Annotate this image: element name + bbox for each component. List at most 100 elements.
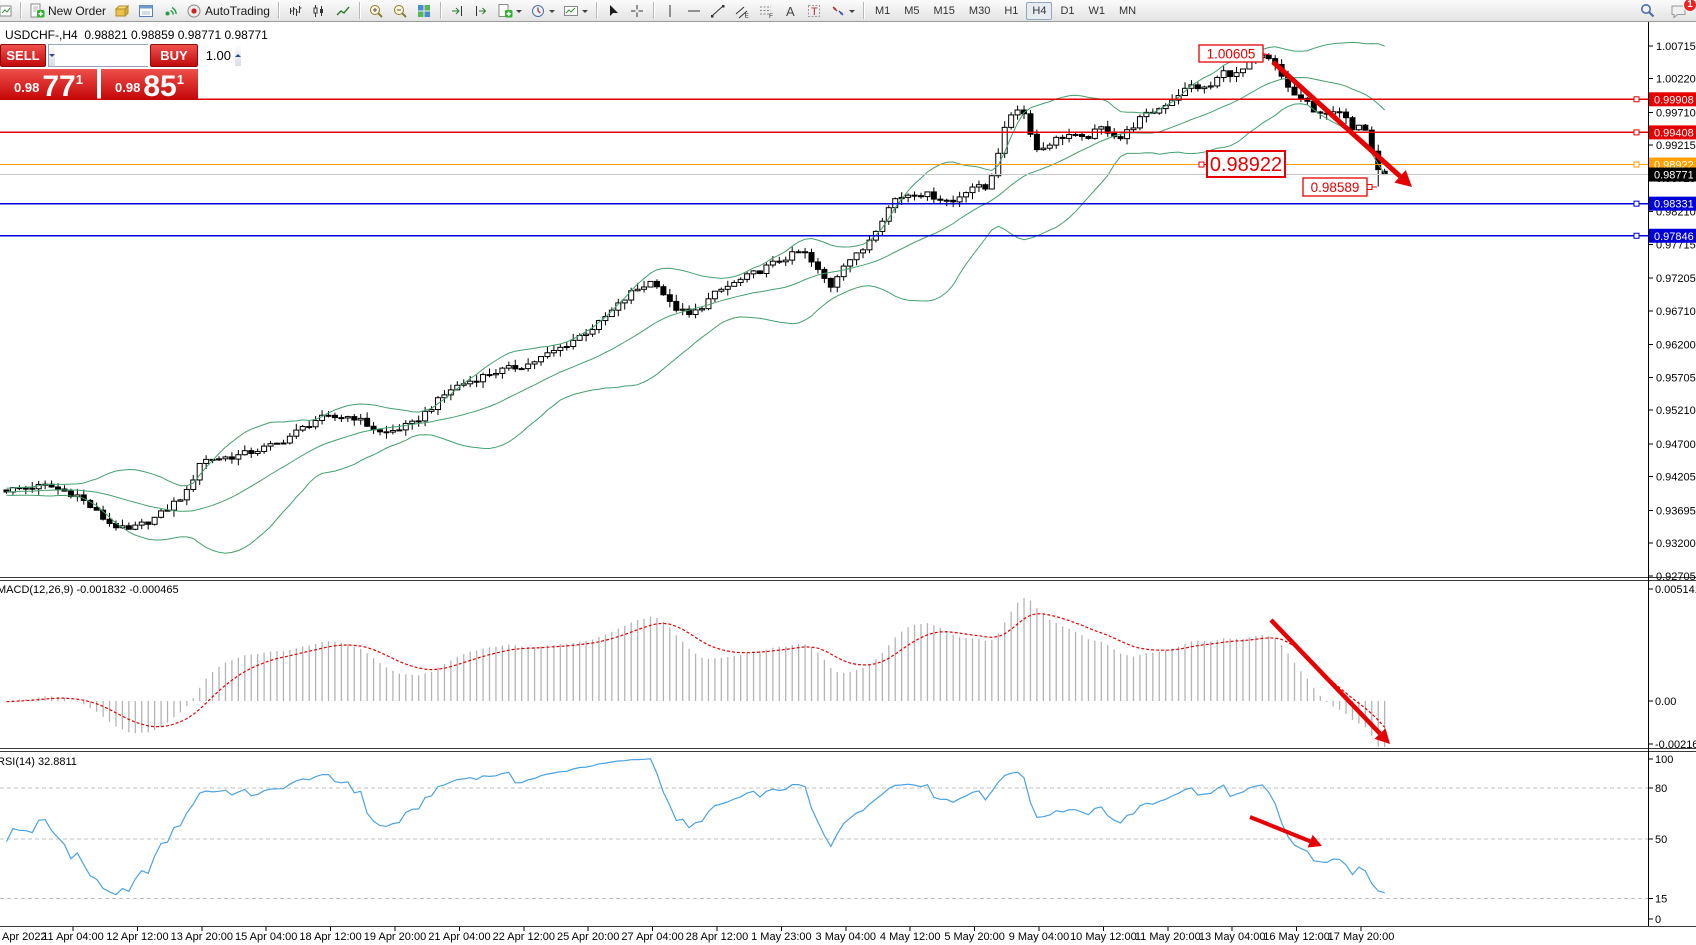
rsi-indicator-label: RSI(14) 32.8811 bbox=[0, 756, 77, 768]
volume-stepper bbox=[48, 44, 241, 67]
svg-text:9 May 04:00: 9 May 04:00 bbox=[1009, 931, 1070, 943]
price-callout-0.98589[interactable]: 0.98589 bbox=[1302, 177, 1377, 197]
price-callout-0.98922[interactable]: 0.98922 bbox=[1198, 150, 1286, 178]
bollinger-bands bbox=[6, 41, 1386, 554]
buy-price-tile[interactable]: 0.98 85 1 bbox=[101, 69, 198, 102]
timeframe-h4-button[interactable]: H4 bbox=[1026, 1, 1053, 20]
hline-0.99908[interactable] bbox=[0, 96, 1648, 103]
crosshair-button[interactable] bbox=[625, 1, 649, 21]
dropdown-caret-icon bbox=[581, 9, 588, 16]
line-chart-button[interactable] bbox=[331, 1, 355, 21]
timeframe-m15-button[interactable]: M15 bbox=[933, 4, 955, 17]
toolbar-separator bbox=[277, 2, 279, 19]
svg-text:11 May 20:00: 11 May 20:00 bbox=[1135, 931, 1201, 943]
volume-decrease-button[interactable] bbox=[49, 45, 55, 66]
sell-button[interactable]: SELL bbox=[0, 44, 46, 67]
price-axis[interactable]: 1.007151.002200.997100.992150.987200.982… bbox=[1648, 41, 1696, 583]
svg-text:0.00: 0.00 bbox=[1655, 696, 1676, 708]
svg-text:13 Apr 20:00: 13 Apr 20:00 bbox=[171, 931, 233, 943]
auto-scroll-button[interactable] bbox=[469, 1, 493, 21]
autotrading-button[interactable]: AutoTrading bbox=[182, 1, 274, 21]
tile-windows-button[interactable] bbox=[412, 1, 436, 21]
sell-price-tile[interactable]: 0.98 77 1 bbox=[0, 69, 97, 103]
vertical-line-button[interactable] bbox=[658, 1, 682, 21]
clipped-edge-icon bbox=[0, 1, 16, 21]
price-callout-1.00605[interactable]: 1.00605 bbox=[1198, 44, 1271, 63]
svg-text:15 Apr 04:00: 15 Apr 04:00 bbox=[235, 931, 297, 943]
volume-input[interactable] bbox=[55, 45, 235, 66]
new-order-button[interactable]: New Order bbox=[25, 1, 110, 21]
navigator-button[interactable] bbox=[158, 1, 182, 21]
horizontal-line-button[interactable] bbox=[682, 1, 706, 21]
svg-text:0.95210: 0.95210 bbox=[1656, 405, 1696, 417]
timeframe-mn-button[interactable]: MN bbox=[1119, 4, 1137, 17]
channel-button[interactable]: E bbox=[730, 1, 754, 21]
hline-0.98922[interactable] bbox=[0, 161, 1648, 168]
trendline-button[interactable] bbox=[706, 1, 730, 21]
svg-text:19 Apr 20:00: 19 Apr 20:00 bbox=[364, 931, 426, 943]
arrows-tool-button[interactable] bbox=[826, 1, 859, 21]
chart-shift-button[interactable] bbox=[445, 1, 469, 21]
profiles-button[interactable] bbox=[526, 1, 559, 21]
hline-0.97846[interactable] bbox=[0, 232, 1648, 239]
timeframe-w1-button[interactable]: W1 bbox=[1088, 4, 1106, 17]
svg-text:0.98922: 0.98922 bbox=[1210, 154, 1282, 176]
buy-button[interactable]: BUY bbox=[150, 44, 198, 67]
volume-increase-button[interactable] bbox=[235, 45, 241, 66]
hline-anchor-square[interactable] bbox=[1633, 161, 1640, 168]
hline-anchor-square[interactable] bbox=[1633, 129, 1640, 136]
zoom-out-button[interactable] bbox=[388, 1, 412, 21]
svg-text:27 Apr 04:00: 27 Apr 04:00 bbox=[621, 931, 683, 943]
fibonacci-button[interactable]: F bbox=[754, 1, 778, 21]
search-button[interactable] bbox=[1635, 1, 1660, 21]
svg-text:0.97846: 0.97846 bbox=[1654, 231, 1694, 243]
templates-button[interactable] bbox=[559, 1, 592, 21]
text-button[interactable]: A bbox=[778, 1, 802, 21]
trend-arrow-rsi[interactable] bbox=[1249, 815, 1322, 848]
hline-anchor-square[interactable] bbox=[1633, 200, 1640, 207]
navigator-icon bbox=[165, 6, 177, 15]
market-watch-button[interactable] bbox=[110, 1, 134, 21]
trend-arrow-main[interactable] bbox=[1271, 60, 1412, 187]
tile-windows-icon bbox=[417, 4, 430, 17]
timeframe-m5-button[interactable]: M5 bbox=[904, 4, 920, 17]
candlestick-chart-button[interactable] bbox=[307, 1, 331, 21]
timeframe-bar: M1 M5 M15 M30 H1 H4 D1 W1 MN bbox=[868, 1, 1143, 20]
trend-arrow-macd[interactable] bbox=[1269, 618, 1390, 744]
timeframe-m1-button[interactable]: M1 bbox=[874, 4, 891, 17]
new-chart-button[interactable] bbox=[493, 1, 526, 21]
svg-text:17 May 20:00: 17 May 20:00 bbox=[1328, 931, 1395, 943]
svg-text:0.99908: 0.99908 bbox=[1654, 94, 1694, 106]
timeframe-m30-button[interactable]: M30 bbox=[968, 4, 991, 17]
zoom-in-button[interactable] bbox=[364, 1, 388, 21]
hline-0.98331[interactable] bbox=[0, 200, 1648, 207]
svg-text:11 Apr 04:00: 11 Apr 04:00 bbox=[42, 931, 104, 943]
notifications-button[interactable]: 1 bbox=[1666, 0, 1696, 21]
zoom-in-icon bbox=[369, 4, 383, 18]
sell-price-pips: 77 bbox=[42, 70, 76, 103]
dropdown-caret-icon bbox=[515, 9, 522, 16]
hline-anchor-square[interactable] bbox=[1633, 96, 1640, 103]
svg-text:0.94205: 0.94205 bbox=[1656, 472, 1696, 484]
timeframe-d1-button[interactable]: D1 bbox=[1060, 4, 1075, 17]
bar-chart-button[interactable] bbox=[283, 1, 307, 21]
hline-0.99408[interactable] bbox=[0, 129, 1648, 136]
svg-text:0.96200: 0.96200 bbox=[1656, 340, 1696, 352]
price-badge-0.97846: 0.97846 bbox=[1649, 228, 1696, 243]
candlestick-chart-icon bbox=[313, 4, 323, 17]
data-window-button[interactable] bbox=[134, 1, 158, 21]
price-badge-0.99908: 0.99908 bbox=[1649, 92, 1696, 107]
svg-text:0.93200: 0.93200 bbox=[1656, 538, 1696, 550]
toolbar-separator bbox=[652, 2, 654, 19]
bar-chart-icon bbox=[289, 5, 302, 16]
timeframe-h1-button[interactable]: H1 bbox=[1004, 4, 1019, 17]
svg-text:15: 15 bbox=[1655, 894, 1667, 906]
cursor-button[interactable] bbox=[601, 1, 625, 21]
text-label-button[interactable]: T bbox=[802, 1, 826, 21]
svg-text:E: E bbox=[744, 12, 749, 19]
crosshair-icon bbox=[630, 4, 643, 17]
svg-text:0.95705: 0.95705 bbox=[1656, 372, 1696, 384]
hline-anchor-square[interactable] bbox=[1633, 232, 1640, 239]
